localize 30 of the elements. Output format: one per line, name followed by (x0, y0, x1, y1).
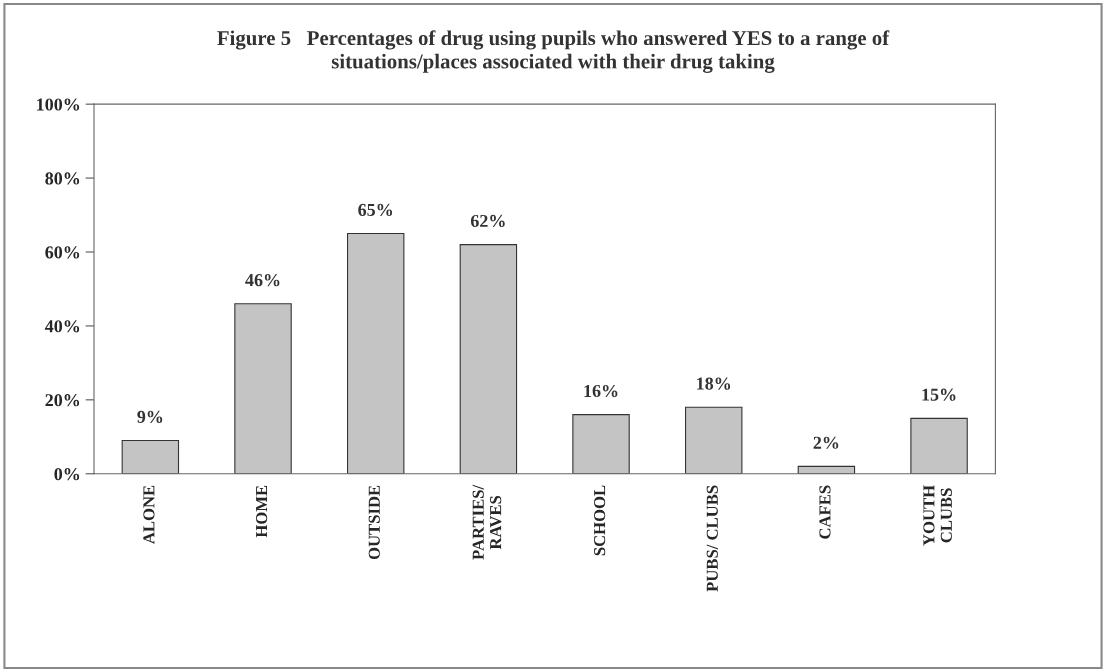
x-tick-label: HOME (255, 485, 268, 538)
x-tick-label: SCHOOL (594, 485, 606, 556)
x-tick-label: CAFES (819, 485, 831, 539)
data-label: 18% (697, 377, 731, 390)
x-tick-label: YOUTH CLUBS (923, 485, 952, 546)
bar (684, 406, 743, 474)
y-tick-label: 60% (45, 246, 80, 259)
bar (121, 439, 180, 474)
bar (572, 414, 630, 474)
y-tick-label: 40% (44, 320, 80, 333)
data-label: 2% (813, 436, 839, 449)
x-tick-label: PARTIES/ RAVES (472, 484, 502, 560)
data-label: 46% (245, 274, 280, 287)
bar (459, 244, 518, 474)
data-label: 15% (922, 388, 956, 401)
data-label: 16% (584, 384, 618, 398)
y-tick-label: 100% (37, 98, 80, 111)
y-tick-label: 20% (45, 394, 80, 407)
bar (234, 303, 292, 474)
x-tick-label: ALONE (143, 485, 155, 544)
bar (346, 232, 405, 474)
chart-title: Figure 5 Percentages of drug using pupils who answered YES to a range of situations/places associated with their drug taking (217, 30, 890, 73)
y-tick-label: 80% (45, 172, 80, 185)
y-tick-label: 0% (54, 468, 80, 481)
data-label: 62% (470, 214, 505, 228)
data-label: 65% (358, 203, 393, 217)
bar (910, 417, 968, 474)
x-tick-label: OUTSIDE (368, 485, 380, 560)
data-label: 9% (137, 410, 163, 423)
x-tick-label: PUBS/ CLUBS (706, 485, 718, 592)
